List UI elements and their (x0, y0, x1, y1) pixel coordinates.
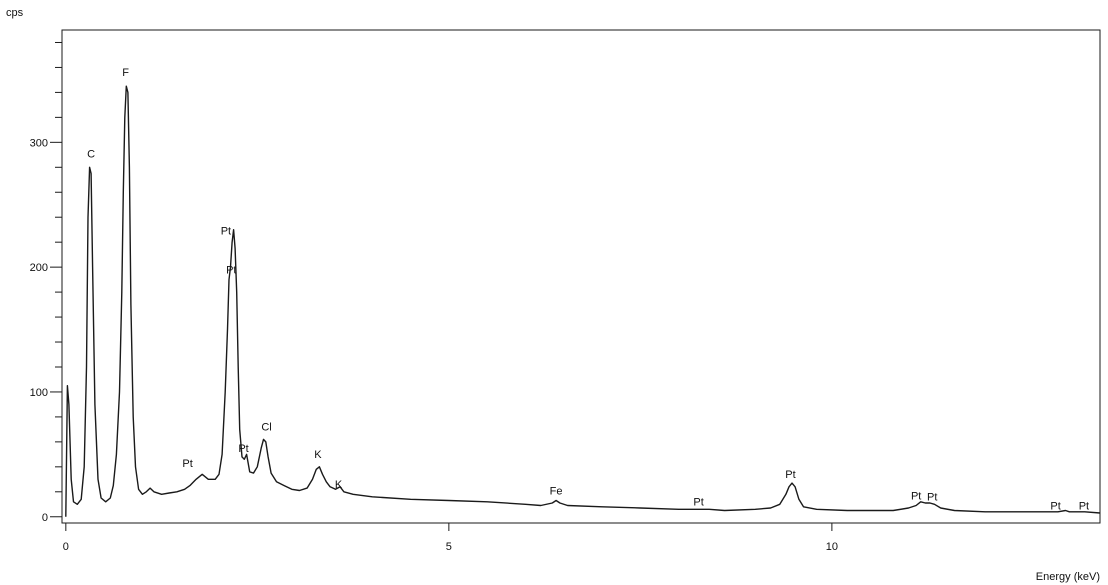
peak-label-pt: Pt (226, 264, 236, 276)
peak-label-pt: Pt (1050, 500, 1060, 512)
peak-label-pt: Pt (221, 226, 231, 238)
peak-label-pt: Pt (238, 443, 248, 455)
y-tick-label: 0 (42, 512, 48, 524)
plot-border (61, 29, 1101, 524)
peak-label-cl: Cl (261, 422, 271, 434)
peak-label-fe: Fe (550, 485, 563, 497)
peak-label-k: K (335, 479, 343, 491)
x-axis-ticks: 0 5 10 (63, 523, 838, 553)
peak-label-pt: Pt (927, 492, 937, 504)
peak-label-f: F (122, 67, 129, 79)
peak-label-pt: Pt (182, 458, 192, 470)
peak-labels: C F Pt Pt Pt Pt Cl K K Fe Pt Pt Pt Pt Pt Pt (87, 67, 1089, 512)
y-axis-ticks: 0 100 200 300 (30, 137, 62, 524)
y-minor-ticks (55, 41, 62, 493)
peak-label-pt: Pt (785, 469, 795, 481)
x-tick-label: 5 (446, 541, 452, 553)
peak-label-c: C (87, 148, 95, 160)
x-tick-label: 10 (826, 541, 838, 553)
y-tick-label: 100 (30, 387, 48, 399)
peak-label-pt: Pt (1079, 500, 1089, 512)
y-tick-label: 200 (30, 262, 48, 274)
x-axis-label: Energy (keV) (1036, 571, 1100, 583)
plot-frame (61, 29, 1101, 524)
y-tick-label: 300 (30, 137, 48, 149)
spectrum-line (65, 85, 1101, 517)
peak-label-pt: Pt (911, 490, 921, 502)
peak-label-pt: Pt (693, 497, 703, 509)
x-tick-label: 0 (63, 541, 69, 553)
peak-label-k: K (314, 449, 322, 461)
y-axis-label: cps (6, 7, 24, 19)
